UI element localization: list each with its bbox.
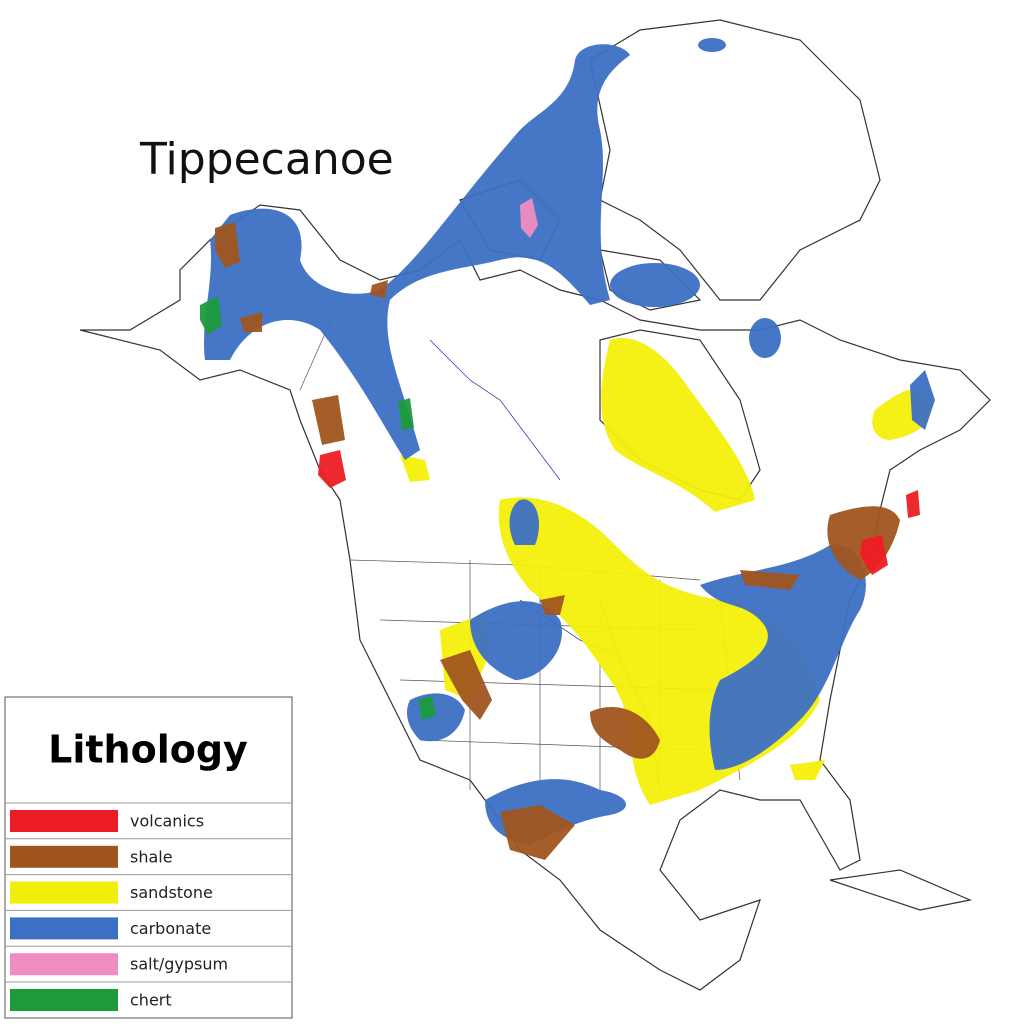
carbonate-area [610,263,700,307]
greenland-coast [589,19,881,301]
legend-label: salt/gypsum [130,955,228,974]
carbonate-area [910,370,935,430]
legend-title: Lithology [48,728,248,772]
salt-gypsum-area [520,198,538,238]
carbonate-area [749,318,781,358]
sandstone-area [601,338,755,512]
carbonate-area [700,544,866,770]
legend-rows: volcanics shale sandstone carbonate salt/gyp… [5,802,292,1011]
legend-swatch [10,989,118,1011]
legend-label: chert [130,991,172,1010]
carbonate-area [407,693,627,845]
legend-swatch [10,953,118,976]
legend-swatch [10,917,118,940]
legend-label: carbonate [130,919,211,938]
legend-swatch [10,845,118,868]
map-title: Tippecanoe [139,134,394,185]
legend-swatch [10,810,118,832]
legend-swatch [10,881,118,904]
lithology-areas [200,38,935,860]
carbonate-area [203,44,630,461]
shale-area [440,595,660,860]
shale-area [215,222,388,445]
chert-area [200,296,436,720]
carbonate-area [698,38,726,52]
legend: Lithology volcanics shale sandstone carbona… [4,696,293,1019]
legend-label: volcanics [130,812,204,831]
carbonate-area [470,499,562,680]
legend-label: sandstone [130,883,213,902]
legend-label: shale [130,847,173,866]
shale-area [740,506,900,590]
